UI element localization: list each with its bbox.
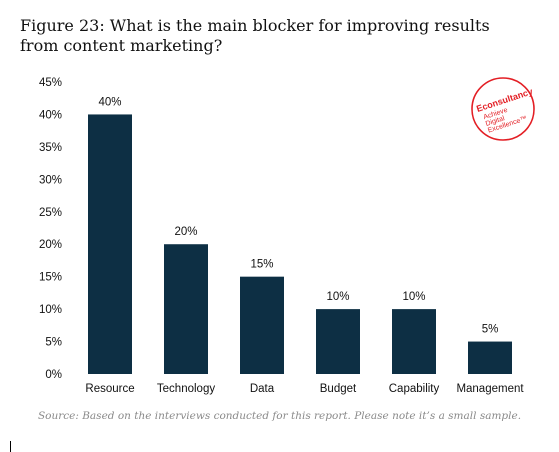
x-tick-label: Management bbox=[456, 383, 524, 395]
y-tick-label: 5% bbox=[45, 337, 62, 349]
source-note: Source: Based on the interviews conducte… bbox=[37, 410, 522, 422]
text-cursor bbox=[10, 441, 11, 452]
bar-data bbox=[240, 276, 284, 374]
y-tick-label: 40% bbox=[39, 109, 62, 121]
y-tick-label: 45% bbox=[39, 77, 62, 89]
bar-resource bbox=[88, 114, 132, 374]
data-label-technology: 20% bbox=[174, 226, 197, 238]
y-tick-label: 25% bbox=[39, 207, 62, 219]
data-label-management: 5% bbox=[482, 324, 499, 336]
bar-budget bbox=[316, 309, 360, 374]
data-label-data: 15% bbox=[250, 259, 273, 271]
y-tick-label: 0% bbox=[45, 369, 62, 381]
y-tick-label: 30% bbox=[39, 174, 62, 186]
x-tick-label: Capability bbox=[389, 383, 440, 395]
y-tick-label: 35% bbox=[39, 142, 62, 154]
y-tick-label: 10% bbox=[39, 304, 62, 316]
y-tick-label: 20% bbox=[39, 239, 62, 251]
bar-capability bbox=[392, 309, 436, 374]
chart-title: Figure 23: What is the main blocker for … bbox=[20, 16, 490, 55]
x-tick-label: Resource bbox=[85, 383, 134, 395]
bar-technology bbox=[164, 244, 208, 374]
y-tick-label: 15% bbox=[39, 272, 62, 284]
x-tick-label: Technology bbox=[157, 383, 215, 395]
bar-management bbox=[468, 341, 512, 374]
x-tick-label: Data bbox=[250, 383, 275, 395]
data-label-resource: 40% bbox=[98, 96, 121, 108]
econsultancy-logo: Econsultancy Achieve Digital Excellence™ bbox=[470, 76, 536, 142]
data-label-capability: 10% bbox=[402, 291, 425, 303]
bar-chart: 0% 5% 10% 15% 20% 25% 30% 35% 40% 45% 40% Resource 2… bbox=[39, 77, 524, 395]
data-label-budget: 10% bbox=[326, 291, 349, 303]
x-tick-label: Budget bbox=[320, 383, 357, 395]
